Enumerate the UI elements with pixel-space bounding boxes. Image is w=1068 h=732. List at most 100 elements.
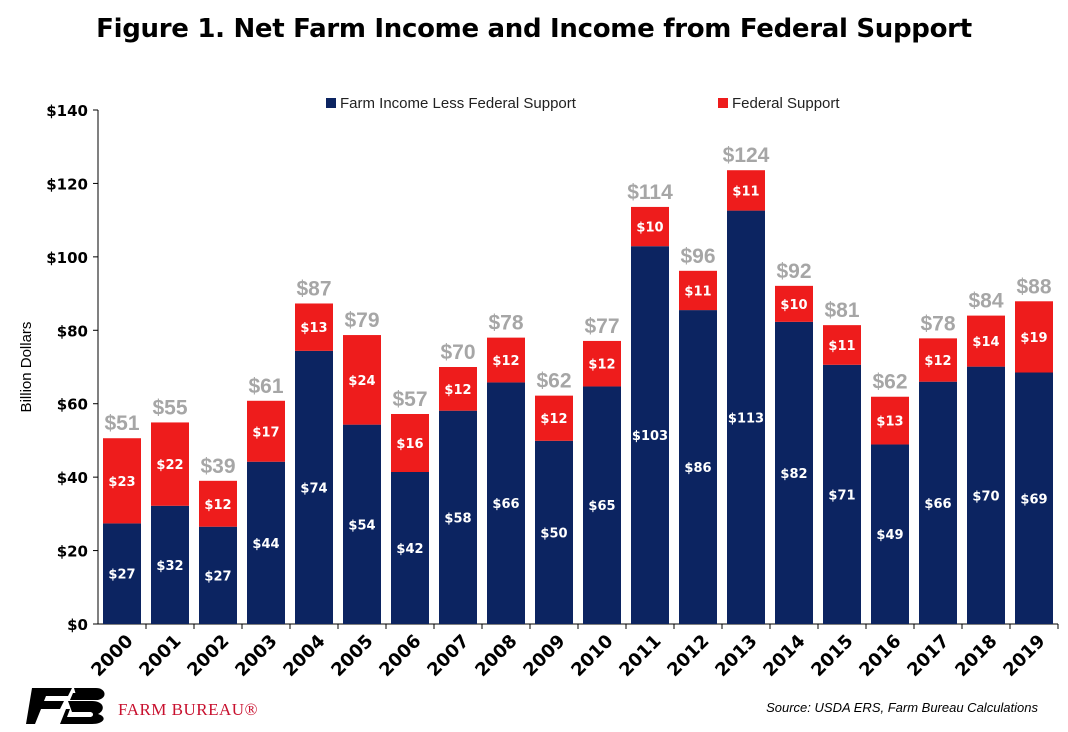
bar-federal-support xyxy=(295,303,333,351)
data-label-federal-support: $22 xyxy=(156,458,183,473)
x-tick-label: 2008 xyxy=(471,631,521,681)
x-tick-label: 2007 xyxy=(423,631,473,681)
total-label: $62 xyxy=(872,371,907,394)
data-label-farm-income: $113 xyxy=(728,411,764,426)
data-label-federal-support: $11 xyxy=(828,339,855,354)
data-label-farm-income: $32 xyxy=(156,559,183,574)
y-tick-label: $20 xyxy=(57,543,88,561)
y-tick-label: $60 xyxy=(57,396,88,414)
y-tick-label: $0 xyxy=(67,616,88,634)
bar-federal-support xyxy=(1015,301,1053,373)
bar-federal-support xyxy=(727,170,765,211)
data-label-federal-support: $12 xyxy=(540,412,567,427)
chart-title: Figure 1. Net Farm Income and Income fro… xyxy=(96,14,972,44)
total-label: $81 xyxy=(824,299,859,322)
bar-farm-income xyxy=(295,350,333,624)
x-tick-label: 2005 xyxy=(327,631,377,681)
data-label-federal-support: $10 xyxy=(780,298,807,313)
bar-farm-income xyxy=(823,364,861,624)
x-tick-label: 2009 xyxy=(519,631,569,681)
bar-farm-income xyxy=(151,505,189,624)
data-label-farm-income: $54 xyxy=(348,518,375,533)
data-label-farm-income: $49 xyxy=(876,528,903,543)
legend-label: Federal Support xyxy=(732,95,840,112)
data-label-federal-support: $12 xyxy=(924,354,951,369)
total-label: $62 xyxy=(536,370,571,393)
data-label-farm-income: $70 xyxy=(972,489,999,504)
data-label-federal-support: $12 xyxy=(204,498,231,513)
bar-farm-income xyxy=(631,246,669,624)
bar-federal-support xyxy=(439,367,477,411)
data-label-farm-income: $69 xyxy=(1020,492,1047,507)
bar-federal-support xyxy=(823,325,861,365)
bar-farm-income xyxy=(439,410,477,624)
total-label: $84 xyxy=(968,290,1003,313)
bar-farm-income xyxy=(919,381,957,624)
data-label-farm-income: $82 xyxy=(780,467,807,482)
data-label-federal-support: $12 xyxy=(588,358,615,373)
bar-federal-support xyxy=(967,315,1005,367)
bar-farm-income xyxy=(1015,372,1053,624)
x-tick-label: 2015 xyxy=(807,631,857,681)
total-label: $77 xyxy=(584,315,619,338)
legend-swatch xyxy=(326,98,336,108)
data-label-federal-support: $13 xyxy=(876,415,903,430)
data-label-federal-support: $13 xyxy=(300,321,327,336)
data-label-farm-income: $66 xyxy=(492,497,519,512)
bar-federal-support xyxy=(535,395,573,441)
bar-farm-income xyxy=(583,386,621,624)
x-tick-label: 2019 xyxy=(999,631,1049,681)
data-label-farm-income: $65 xyxy=(588,499,615,514)
data-label-farm-income: $66 xyxy=(924,497,951,512)
total-label: $124 xyxy=(723,144,770,167)
total-label: $70 xyxy=(440,341,475,364)
data-label-federal-support: $19 xyxy=(1020,331,1047,346)
data-label-farm-income: $27 xyxy=(204,569,231,584)
source-note: Source: USDA ERS, Farm Bureau Calculatio… xyxy=(766,700,1038,715)
legend-label: Farm Income Less Federal Support xyxy=(340,95,577,112)
total-label: $61 xyxy=(248,375,283,398)
x-tick-label: 2004 xyxy=(279,631,329,681)
bar-farm-income xyxy=(727,210,765,624)
data-label-federal-support: $10 xyxy=(636,221,663,236)
x-tick-label: 2016 xyxy=(855,631,905,681)
bar-farm-income xyxy=(391,472,429,624)
bar-farm-income xyxy=(487,382,525,624)
farm-bureau-logo xyxy=(26,688,105,724)
y-tick-label: $120 xyxy=(46,175,88,193)
x-tick-label: 2006 xyxy=(375,631,425,681)
bar-farm-income xyxy=(199,526,237,624)
data-label-federal-support: $14 xyxy=(972,335,999,350)
x-tick-label: 2018 xyxy=(951,631,1001,681)
bar-federal-support xyxy=(871,396,909,445)
bar-federal-support xyxy=(103,438,141,524)
y-axis-title: Billion Dollars xyxy=(18,322,35,413)
x-tick-label: 2012 xyxy=(663,631,713,681)
total-label: $78 xyxy=(488,312,523,335)
x-tick-label: 2013 xyxy=(711,631,761,681)
bar-farm-income xyxy=(343,424,381,624)
y-tick-label: $140 xyxy=(46,102,88,120)
data-label-federal-support: $11 xyxy=(732,184,759,199)
bar-federal-support xyxy=(775,285,813,322)
data-label-federal-support: $23 xyxy=(108,475,135,490)
x-tick-label: 2010 xyxy=(567,631,617,681)
y-tick-label: $80 xyxy=(57,322,88,340)
total-label: $92 xyxy=(776,260,811,283)
total-label: $79 xyxy=(344,309,379,332)
bar-federal-support xyxy=(631,206,669,247)
data-label-federal-support: $11 xyxy=(684,284,711,299)
bar-federal-support xyxy=(679,270,717,311)
y-tick-label: $40 xyxy=(57,469,88,487)
bar-farm-income xyxy=(775,321,813,624)
x-tick-label: 2011 xyxy=(615,631,665,681)
bar-federal-support xyxy=(151,422,189,506)
data-label-farm-income: $86 xyxy=(684,461,711,476)
data-label-farm-income: $103 xyxy=(632,429,668,444)
total-label: $87 xyxy=(296,277,331,300)
data-label-farm-income: $50 xyxy=(540,526,567,541)
data-label-farm-income: $58 xyxy=(444,511,471,526)
data-label-federal-support: $12 xyxy=(492,354,519,369)
total-label: $39 xyxy=(200,455,235,478)
